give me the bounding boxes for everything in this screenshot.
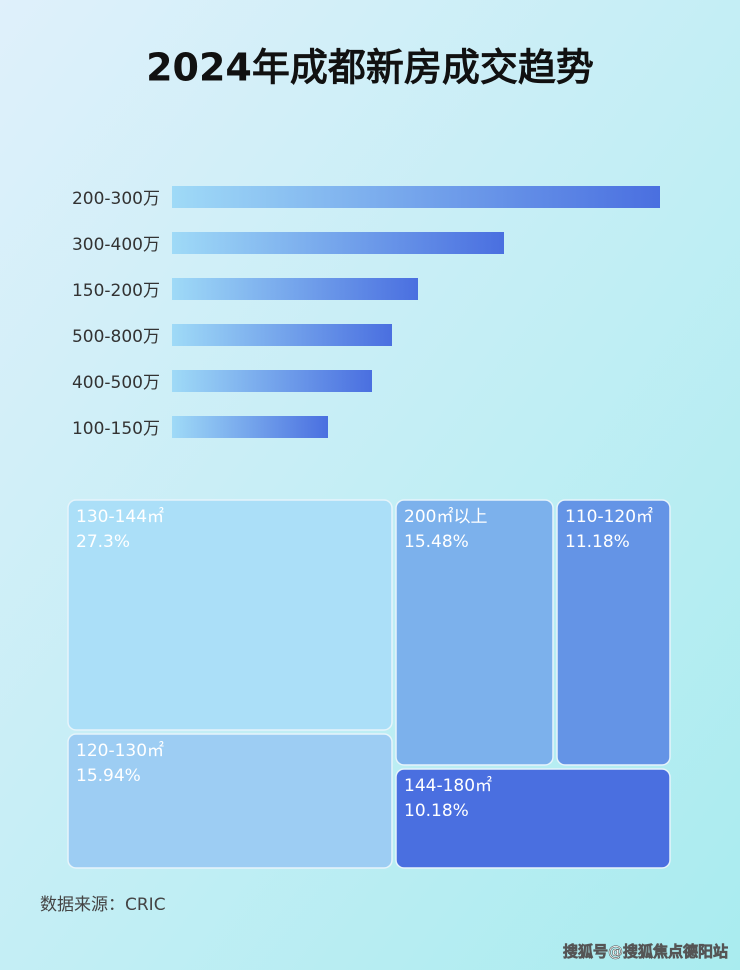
watermark: 搜狐号@搜狐焦点德阳站 xyxy=(563,943,728,961)
source: 数据来源：CRIC xyxy=(40,895,166,915)
cell-label: 130-144㎡ xyxy=(76,507,164,527)
cell-label: 110-120㎡ xyxy=(565,507,653,527)
treemap-cell xyxy=(556,499,671,766)
treemap-cell xyxy=(67,733,393,869)
bar xyxy=(172,416,328,438)
category-label: 300-400万 xyxy=(72,235,160,255)
cell-value: 11.18% xyxy=(565,532,630,552)
cell-label: 200㎡以上 xyxy=(404,507,487,527)
cell-value: 15.94% xyxy=(76,766,141,786)
bar xyxy=(172,370,372,392)
category-label: 150-200万 xyxy=(72,281,160,301)
cell-value: 15.48% xyxy=(404,532,469,552)
treemap-cell xyxy=(395,499,554,766)
category-label: 100-150万 xyxy=(72,419,160,439)
category-label: 200-300万 xyxy=(72,189,160,209)
bar xyxy=(172,278,418,300)
bar xyxy=(172,232,504,254)
category-label: 500-800万 xyxy=(72,327,160,347)
chart-title: 2024年成都新房成交趋势 xyxy=(146,46,594,90)
bar xyxy=(172,324,392,346)
cell-value: 10.18% xyxy=(404,801,469,821)
category-label: 400-500万 xyxy=(72,373,160,393)
cell-value: 27.3% xyxy=(76,532,130,552)
bar xyxy=(172,186,660,208)
cell-label: 120-130㎡ xyxy=(76,741,164,761)
treemap-cell xyxy=(67,499,393,731)
cell-label: 144-180㎡ xyxy=(404,776,492,796)
treemap-cell xyxy=(395,768,671,869)
